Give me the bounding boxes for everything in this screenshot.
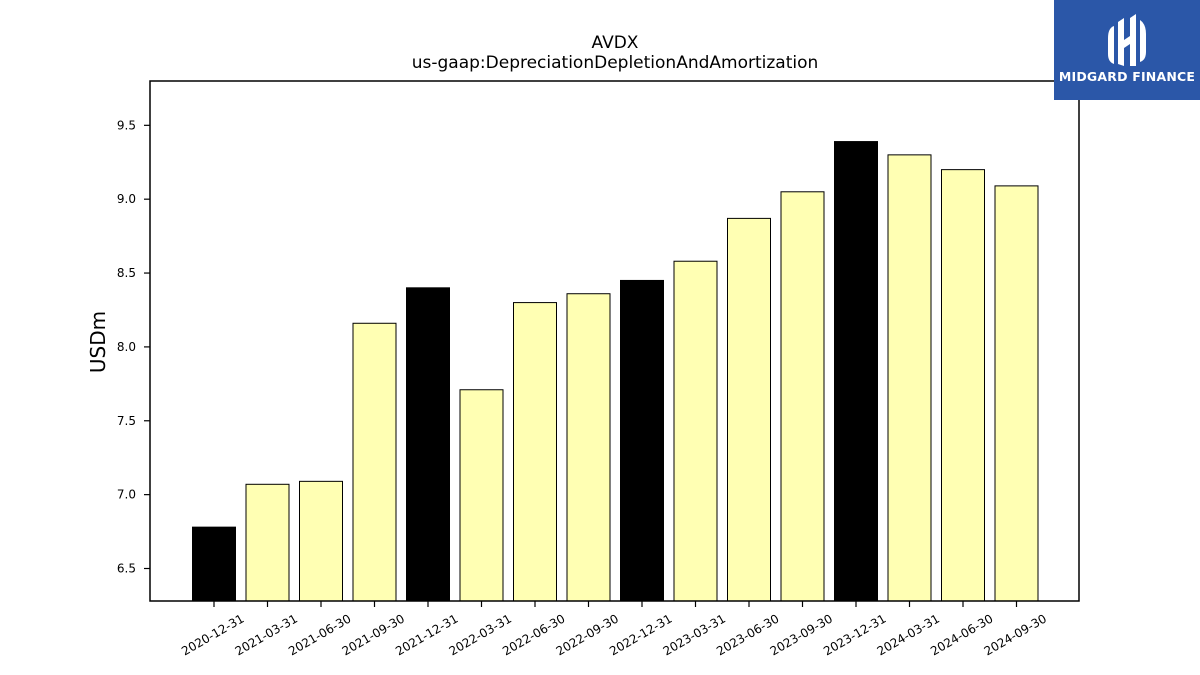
bar-2024-03-31 bbox=[887, 154, 932, 602]
brand-logo-text: MIDGARD FINANCE bbox=[1058, 69, 1196, 84]
bar-2022-03-31 bbox=[459, 389, 504, 602]
bar-2024-06-30 bbox=[941, 169, 985, 602]
plot-frame bbox=[149, 80, 1080, 602]
y-tick-label: 6.5 bbox=[117, 562, 136, 576]
y-tick-label: 7.0 bbox=[117, 488, 136, 502]
bar-2023-09-30 bbox=[780, 191, 825, 602]
bars-group bbox=[192, 141, 1039, 602]
y-tick-label: 7.5 bbox=[117, 414, 136, 428]
y-axis: 6.5 7.0 7.5 8.0 8.5 9.0 9.5 bbox=[117, 118, 150, 576]
brand-logo: MIDGARD FINANCE bbox=[1054, 0, 1200, 100]
bar-2021-12-31 bbox=[406, 287, 450, 602]
y-tick-label: 8.5 bbox=[117, 266, 136, 280]
bar-2021-03-31 bbox=[245, 483, 290, 602]
y-tick-label: 9.0 bbox=[117, 192, 136, 206]
bar-2023-03-31 bbox=[673, 260, 718, 602]
bar-2021-09-30 bbox=[352, 322, 397, 602]
y-tick-label: 8.0 bbox=[117, 340, 136, 354]
chart-subtitle: us-gaap:DepreciationDepletionAndAmortiza… bbox=[412, 53, 819, 73]
bar-2023-06-30 bbox=[727, 217, 771, 602]
y-axis-label: USDm bbox=[86, 311, 110, 373]
bar-2021-06-30 bbox=[299, 480, 343, 602]
y-tick-label: 9.5 bbox=[117, 118, 136, 132]
bar-2020-12-31 bbox=[192, 526, 236, 602]
bar-2022-09-30 bbox=[566, 293, 611, 602]
bar-2023-12-31 bbox=[834, 141, 878, 602]
bar-2024-09-30 bbox=[994, 185, 1039, 602]
bar-2022-12-31 bbox=[620, 279, 664, 602]
x-axis: 2020-12-312021-03-312021-06-302021-09-30… bbox=[179, 601, 1049, 658]
bar-2022-06-30 bbox=[513, 302, 557, 602]
chart-title: AVDX bbox=[592, 33, 639, 53]
midgard-logo-icon bbox=[1108, 14, 1146, 66]
